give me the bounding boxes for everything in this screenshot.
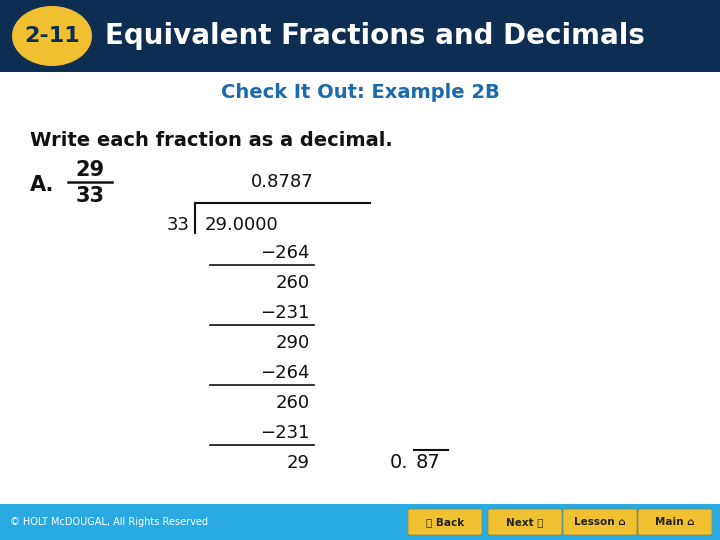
Text: 33: 33	[167, 216, 190, 234]
Text: 260: 260	[276, 394, 310, 412]
Text: 29: 29	[287, 454, 310, 472]
Text: Next 〉: Next 〉	[506, 517, 544, 527]
Text: © HOLT McDOUGAL, All Rights Reserved: © HOLT McDOUGAL, All Rights Reserved	[10, 517, 208, 527]
Text: 33: 33	[76, 186, 104, 206]
FancyBboxPatch shape	[638, 509, 712, 535]
Ellipse shape	[12, 6, 92, 66]
FancyBboxPatch shape	[0, 504, 720, 540]
FancyBboxPatch shape	[408, 509, 482, 535]
Text: Check It Out: Example 2B: Check It Out: Example 2B	[220, 83, 500, 102]
Text: Lesson ⌂: Lesson ⌂	[574, 517, 626, 527]
FancyBboxPatch shape	[0, 0, 720, 72]
Text: 0.8787: 0.8787	[251, 173, 314, 191]
Text: 290: 290	[276, 334, 310, 352]
Text: Write each fraction as a decimal.: Write each fraction as a decimal.	[30, 131, 392, 150]
FancyBboxPatch shape	[488, 509, 562, 535]
Text: 0.: 0.	[390, 454, 408, 472]
Text: 87: 87	[416, 454, 441, 472]
Text: −264: −264	[261, 364, 310, 382]
Text: −264: −264	[261, 244, 310, 262]
Text: 2-11: 2-11	[24, 26, 80, 46]
Text: 29: 29	[76, 160, 104, 180]
Text: 260: 260	[276, 274, 310, 292]
FancyBboxPatch shape	[563, 509, 637, 535]
Text: 29.0000: 29.0000	[205, 216, 279, 234]
Text: Equivalent Fractions and Decimals: Equivalent Fractions and Decimals	[105, 22, 645, 50]
Text: Main ⌂: Main ⌂	[655, 517, 695, 527]
Text: −231: −231	[261, 424, 310, 442]
Text: A.: A.	[30, 175, 55, 195]
Text: 〈 Back: 〈 Back	[426, 517, 464, 527]
Text: −231: −231	[261, 304, 310, 322]
